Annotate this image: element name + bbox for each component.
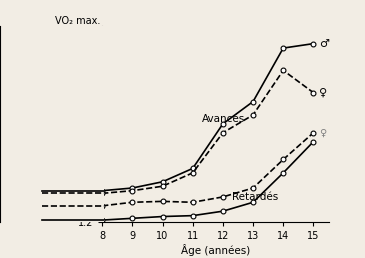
Text: ♀: ♀	[319, 88, 327, 98]
Y-axis label: VO₂ max.
(l/min): VO₂ max. (l/min)	[54, 16, 100, 38]
Text: Avancés: Avancés	[202, 114, 245, 124]
Text: Retardés: Retardés	[232, 192, 278, 202]
Text: ♀: ♀	[319, 128, 327, 138]
Text: ♂: ♂	[319, 39, 330, 49]
X-axis label: Âge (années): Âge (années)	[181, 244, 250, 256]
